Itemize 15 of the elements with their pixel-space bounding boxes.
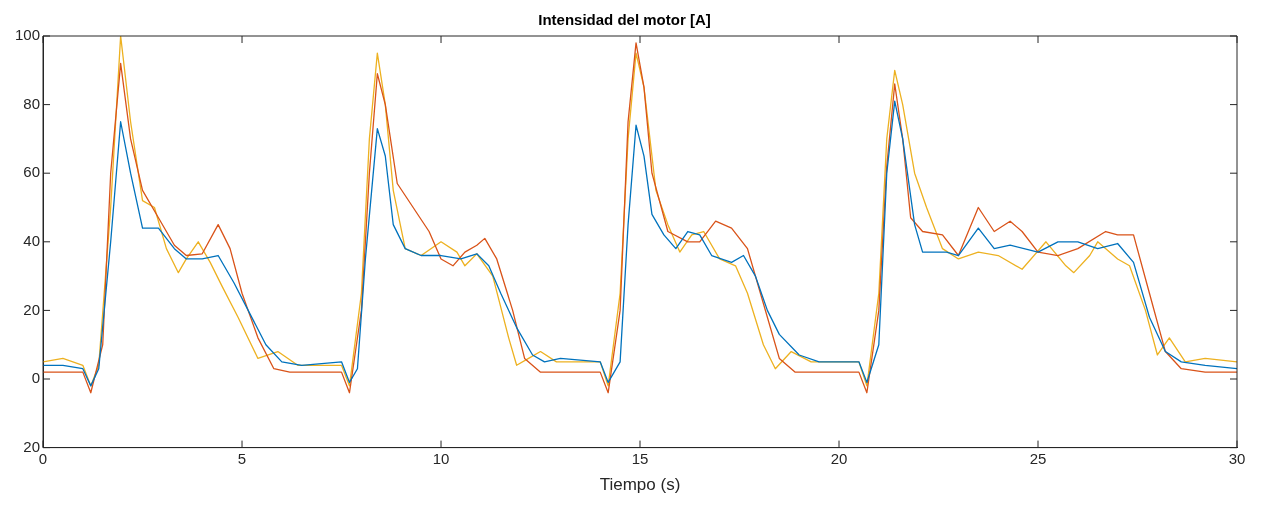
x-tick-label: 5	[237, 449, 247, 467]
y-tick-label: 100	[15, 26, 41, 44]
x-tick-label: 30	[1228, 449, 1246, 467]
y-tick-label: 40	[23, 231, 41, 249]
y-tick-label: 20	[23, 300, 41, 318]
x-tick-label: 20	[830, 449, 848, 467]
x-tick-label: 25	[1029, 449, 1047, 467]
y-tick-label: 0	[31, 369, 41, 387]
y-tick-label: 20	[23, 437, 41, 455]
x-tick-label: 15	[631, 449, 649, 467]
x-axis-title: Tiempo (s)	[599, 475, 681, 495]
y-tick-label: 60	[23, 163, 41, 181]
y-tick-label: 80	[23, 94, 41, 112]
x-tick-label: 10	[432, 449, 450, 467]
chart-title: Intensidad del motor [A]	[538, 11, 711, 29]
